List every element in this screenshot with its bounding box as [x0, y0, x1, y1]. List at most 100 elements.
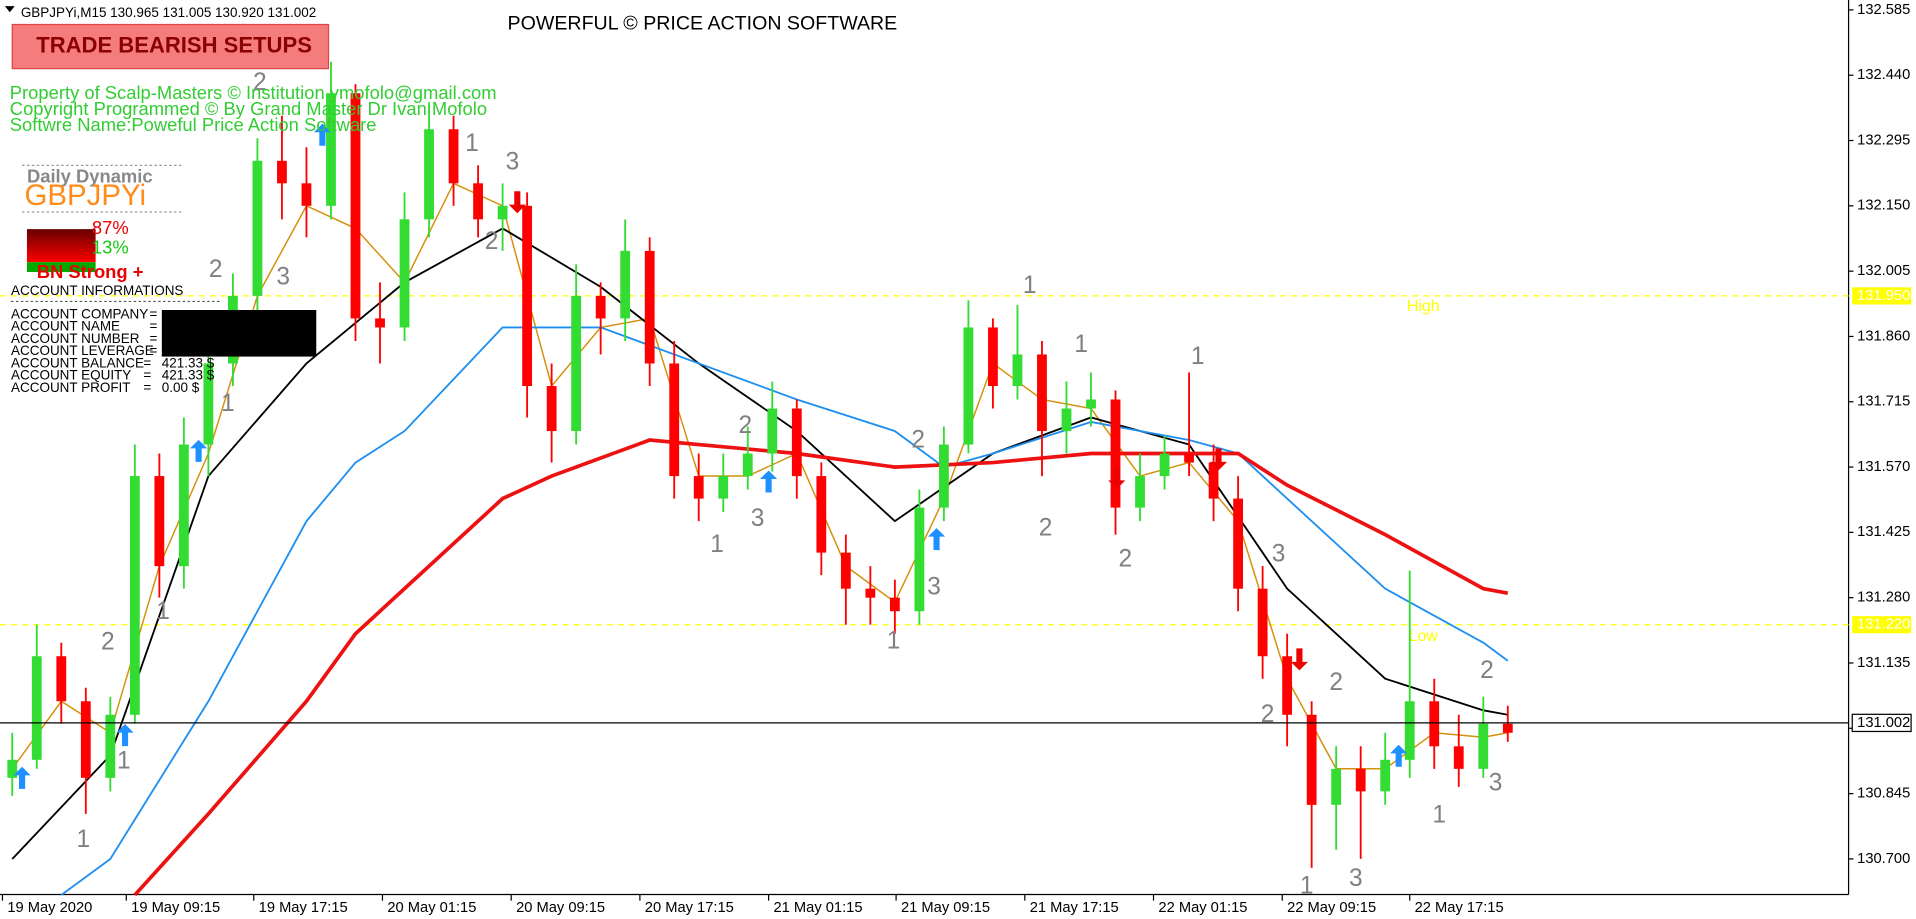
credit: Property of Scalp-Masters © Institution … — [10, 82, 497, 103]
wave-label: 2 — [253, 69, 267, 96]
wave-label: 1 — [1432, 802, 1446, 829]
candle-body — [571, 295, 582, 432]
strength-bar — [26, 262, 96, 273]
candle-body — [1355, 768, 1366, 792]
candle-body — [1159, 453, 1170, 477]
overlay: GBPJPYi,M15 130.965 131.005 130.920 131.… — [4, 5, 898, 395]
x-tick-label: 19 May 2020 — [7, 900, 92, 916]
ma-line — [60, 326, 1509, 896]
candle-body — [742, 453, 753, 477]
account-value: 421.33 $ — [162, 355, 215, 370]
wave-label: 2 — [1261, 701, 1275, 728]
wave-label: 2 — [1480, 657, 1494, 684]
candle-body — [620, 250, 631, 319]
y-tick-label: 132.440 — [1857, 67, 1910, 83]
candle-body — [595, 295, 606, 319]
candle-body — [301, 183, 312, 206]
candle-body — [56, 656, 67, 702]
chart-title: POWERFUL © PRICE ACTION SOFTWARE — [508, 13, 898, 35]
dynamic-title: Daily Dynamic — [27, 166, 153, 187]
account-sep: = — [143, 368, 151, 383]
candle-body — [522, 205, 533, 386]
y-tick-label: 131.715 — [1857, 394, 1910, 410]
candle-body — [1331, 768, 1342, 805]
candle-body — [326, 93, 336, 206]
level-label: 131.220 — [1857, 617, 1910, 633]
candle-body — [1037, 354, 1047, 432]
account-label: ACCOUNT LEVERAGE — [11, 343, 154, 358]
candle-body — [1478, 723, 1489, 769]
candle-body — [1404, 701, 1415, 760]
candle-body — [424, 129, 434, 220]
account-sep: = — [150, 331, 158, 346]
y-tick-label: 131.860 — [1857, 328, 1910, 344]
level-box — [1852, 616, 1912, 634]
x-tick-label: 21 May 09:15 — [901, 900, 990, 916]
x-tick-label: 22 May 01:15 — [1158, 900, 1247, 916]
candle-body — [693, 476, 704, 499]
wave-label: 3 — [927, 574, 941, 601]
sell-arrow — [508, 191, 526, 214]
candle-body — [767, 408, 778, 454]
account-sep: = — [150, 319, 158, 334]
trade-button[interactable] — [11, 23, 330, 70]
x-tick-label: 19 May 17:15 — [259, 900, 348, 916]
buy-arrow — [116, 724, 134, 747]
candle-body — [350, 93, 361, 319]
y-tick-label: 132.005 — [1857, 263, 1910, 279]
buy-arrow — [313, 123, 331, 146]
credit: Softwre Name:Poweful Price Action Softwa… — [10, 114, 377, 135]
level-label: 131.950 — [1857, 288, 1910, 304]
candle-body — [889, 597, 900, 612]
account-label: ACCOUNT NAME — [11, 319, 120, 334]
trade-button-label[interactable]: TRADE BEARISH SETUPS — [36, 32, 312, 57]
wave-label: 1 — [77, 826, 91, 853]
candle-body — [129, 476, 140, 715]
wave-label: 1 — [117, 748, 131, 775]
candle-body — [1257, 588, 1268, 657]
wave-label: 1 — [465, 130, 479, 157]
wave-label: 1 — [1300, 873, 1314, 900]
candle-body — [840, 552, 851, 589]
candle-body — [1135, 476, 1145, 508]
candle-body — [1061, 408, 1072, 432]
y-tick-label: 132.585 — [1857, 2, 1910, 18]
x-tick-label: 21 May 01:15 — [774, 900, 863, 916]
sell-arrow — [1209, 448, 1228, 471]
menu-triangle[interactable] — [4, 6, 15, 13]
account-title: ACCOUNT INFORMATIONS — [11, 283, 183, 298]
y-tick-label: 130.700 — [1857, 851, 1910, 867]
x-tick-label: 21 May 17:15 — [1030, 900, 1119, 916]
wave-label: 1 — [1023, 272, 1037, 299]
account-sep: = — [143, 355, 151, 370]
wave-label: 2 — [101, 629, 115, 656]
candle-body — [31, 656, 42, 760]
candle-body — [1429, 701, 1440, 747]
candle-body — [865, 588, 876, 598]
wave-label: 2 — [1329, 669, 1343, 696]
candle-body — [816, 476, 827, 553]
candle-body — [1208, 462, 1219, 499]
candle-body — [1233, 498, 1244, 589]
candle-body — [80, 701, 91, 778]
y-tick-label: 132.150 — [1857, 198, 1910, 214]
current-price-box — [1851, 713, 1912, 733]
wave-label: 2 — [1119, 545, 1133, 572]
account-label: ACCOUNT PROFIT — [11, 380, 131, 395]
account-sep: = — [150, 306, 158, 321]
account-sep: = — [143, 380, 151, 395]
y-tick-label: 132.295 — [1857, 132, 1910, 148]
wave-label: 2 — [1039, 515, 1053, 542]
wave-label: 1 — [710, 531, 724, 558]
y-tick-label: 131.135 — [1857, 655, 1910, 671]
candle-body — [203, 363, 214, 445]
current-price-label: 131.002 — [1857, 715, 1910, 731]
bull-percent: 13% — [92, 237, 129, 258]
x-tick-label: 20 May 01:15 — [387, 900, 476, 916]
header: GBPJPYi,M15 130.965 131.005 130.920 131.… — [21, 5, 316, 20]
sell-arrow — [1290, 648, 1308, 671]
candle-body — [718, 476, 729, 499]
wave-label: 1 — [1191, 343, 1205, 370]
buy-arrow — [760, 470, 778, 493]
